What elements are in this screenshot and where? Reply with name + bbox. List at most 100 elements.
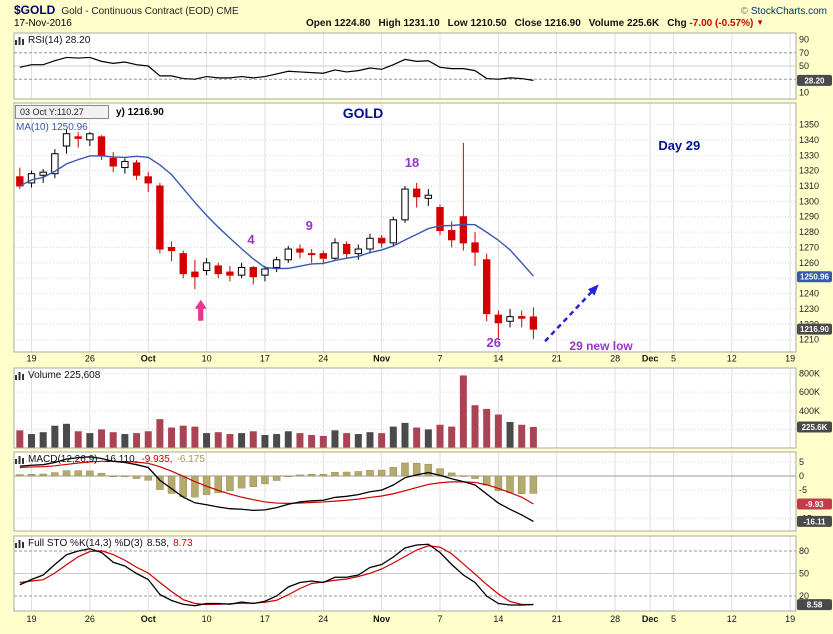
svg-text:14: 14 — [493, 614, 503, 624]
volume-legend: Volume 225,608 — [15, 370, 100, 381]
svg-text:Nov: Nov — [373, 614, 390, 624]
svg-text:50: 50 — [799, 569, 809, 579]
svg-text:17: 17 — [260, 354, 270, 364]
chart-date: 17-Nov-2016 — [14, 18, 72, 29]
axis-value-boxes: 28.20 1250.96 1216.90 225.6K -9.93 -16.11 8.58 — [797, 74, 832, 611]
svg-text:12: 12 — [727, 614, 737, 624]
svg-text:1330: 1330 — [799, 150, 819, 160]
x-axis-labels: 19 19 26 26 Oct Oct 10 10 17 17 24 24 Nov Nov 7 7 14 14 21… — [26, 354, 795, 625]
svg-text:7: 7 — [438, 354, 443, 364]
sto-d-line — [19, 545, 534, 606]
blue-arrow-head — [587, 284, 599, 296]
annotation-count-4: 4 — [247, 232, 255, 247]
tooltip-text: 03 Oct Y:110.27 — [20, 107, 84, 117]
blue-dashed-arrow — [544, 289, 595, 343]
annotations: GOLD Day 29 18 9 4 26 29 new low — [194, 105, 700, 353]
svg-text:5: 5 — [799, 457, 804, 467]
rsi-line — [19, 56, 534, 81]
svg-text:14: 14 — [493, 354, 503, 364]
svg-text:1300: 1300 — [799, 196, 819, 206]
svg-text:24: 24 — [318, 354, 328, 364]
svg-text:10: 10 — [202, 614, 212, 624]
sto-legend: Full STO %K(14,3) %D(3) 8.58, 8.73 — [15, 538, 193, 549]
svg-text:5: 5 — [671, 354, 676, 364]
down-triangle-icon: ▼ — [756, 18, 765, 27]
svg-text:1340: 1340 — [799, 135, 819, 145]
macd-line — [19, 456, 534, 523]
svg-text:800K: 800K — [799, 369, 820, 379]
svg-text:10: 10 — [799, 87, 809, 97]
macd-legend: MACD(12,26,9) -16.110, -9.935, -6.175 — [15, 454, 205, 465]
svg-text:1260: 1260 — [799, 258, 819, 268]
panel-backgrounds — [14, 33, 796, 611]
indicator-icon — [15, 456, 24, 464]
rsi-last-value-box — [797, 74, 832, 86]
macd-hist-value: -6.175 — [176, 454, 205, 465]
rsi-legend: RSI(14) 28.20 — [15, 35, 90, 46]
sto-legend-name: Full STO %K(14,3) %D(3) — [28, 538, 143, 549]
quote-volume: Volume 225.6K — [588, 18, 660, 29]
price-legend-partial: y) 1216.90 — [116, 107, 164, 118]
svg-text:21: 21 — [552, 614, 562, 624]
volume-last-value-box — [797, 421, 832, 433]
sto-k-line — [19, 543, 534, 607]
svg-text:28: 28 — [610, 354, 620, 364]
svg-text:Oct: Oct — [141, 354, 156, 364]
annotation-count-26: 26 — [486, 335, 500, 350]
svg-text:Oct: Oct — [141, 614, 156, 624]
copyright-text: StockCharts.com — [750, 6, 827, 17]
quote-close: Close 1216.90 — [514, 18, 581, 29]
macd-last-value-box — [797, 515, 832, 527]
sto-last-value-box — [797, 599, 832, 611]
quote-row: 17-Nov-2016 Open 1224.80 High 1231.10 Lo… — [14, 18, 827, 29]
svg-text:80: 80 — [799, 546, 809, 556]
svg-text:26: 26 — [85, 354, 95, 364]
annotation-new-low: 29 new low — [569, 339, 633, 353]
svg-text:-9.93: -9.93 — [805, 500, 824, 509]
quote-open: Open 1224.80 — [306, 18, 371, 29]
symbol-description: Gold - Continuous Contract (EOD) CME — [61, 6, 239, 17]
chart-note-tooltip: 03 Oct Y:110.27 — [15, 105, 109, 119]
svg-text:90: 90 — [799, 35, 809, 45]
svg-text:19: 19 — [785, 354, 795, 364]
svg-text:7: 7 — [438, 614, 443, 624]
svg-text:17: 17 — [260, 614, 270, 624]
svg-text:70: 70 — [799, 48, 809, 58]
annotation-gold: GOLD — [343, 105, 383, 121]
svg-text:19: 19 — [26, 614, 36, 624]
svg-text:-5: -5 — [799, 485, 807, 495]
svg-text:1240: 1240 — [799, 289, 819, 299]
price-last-value-box — [797, 271, 832, 283]
sto-d-value: 8.73 — [173, 538, 193, 549]
macd-signal-line — [19, 460, 534, 505]
indicator-icon — [15, 37, 24, 45]
svg-text:1310: 1310 — [799, 181, 819, 191]
macd-histogram — [16, 462, 538, 498]
sto-k-value: 8.58, — [146, 538, 170, 549]
svg-text:19: 19 — [785, 614, 795, 624]
svg-text:1216.90: 1216.90 — [800, 325, 829, 334]
quote-low: Low 1210.50 — [447, 18, 507, 29]
panel-borders — [13, 32, 797, 612]
svg-text:400K: 400K — [799, 406, 820, 416]
svg-text:8.58: 8.58 — [807, 601, 823, 610]
macd-value: -16.110, — [101, 454, 138, 465]
symbol-label: $GOLD — [14, 3, 56, 17]
svg-text:28: 28 — [610, 614, 620, 624]
ma-legend: MA(10) 1250.96 — [16, 122, 88, 133]
svg-text:1350: 1350 — [799, 120, 819, 130]
svg-text:28.20: 28.20 — [804, 76, 825, 85]
svg-text:Dec: Dec — [642, 614, 659, 624]
indicator-icon — [15, 540, 24, 548]
svg-text:50: 50 — [799, 61, 809, 71]
annotation-count-9: 9 — [306, 218, 313, 233]
ma10-line — [19, 155, 534, 277]
svg-text:20: 20 — [799, 591, 809, 601]
quote-summary: Open 1224.80 High 1231.10 Low 1210.50 Cl… — [306, 18, 764, 29]
copyright-link[interactable]: © StockCharts.com — [741, 6, 827, 17]
svg-text:600K: 600K — [799, 387, 820, 397]
svg-text:26: 26 — [85, 614, 95, 624]
svg-text:12: 12 — [727, 354, 737, 364]
